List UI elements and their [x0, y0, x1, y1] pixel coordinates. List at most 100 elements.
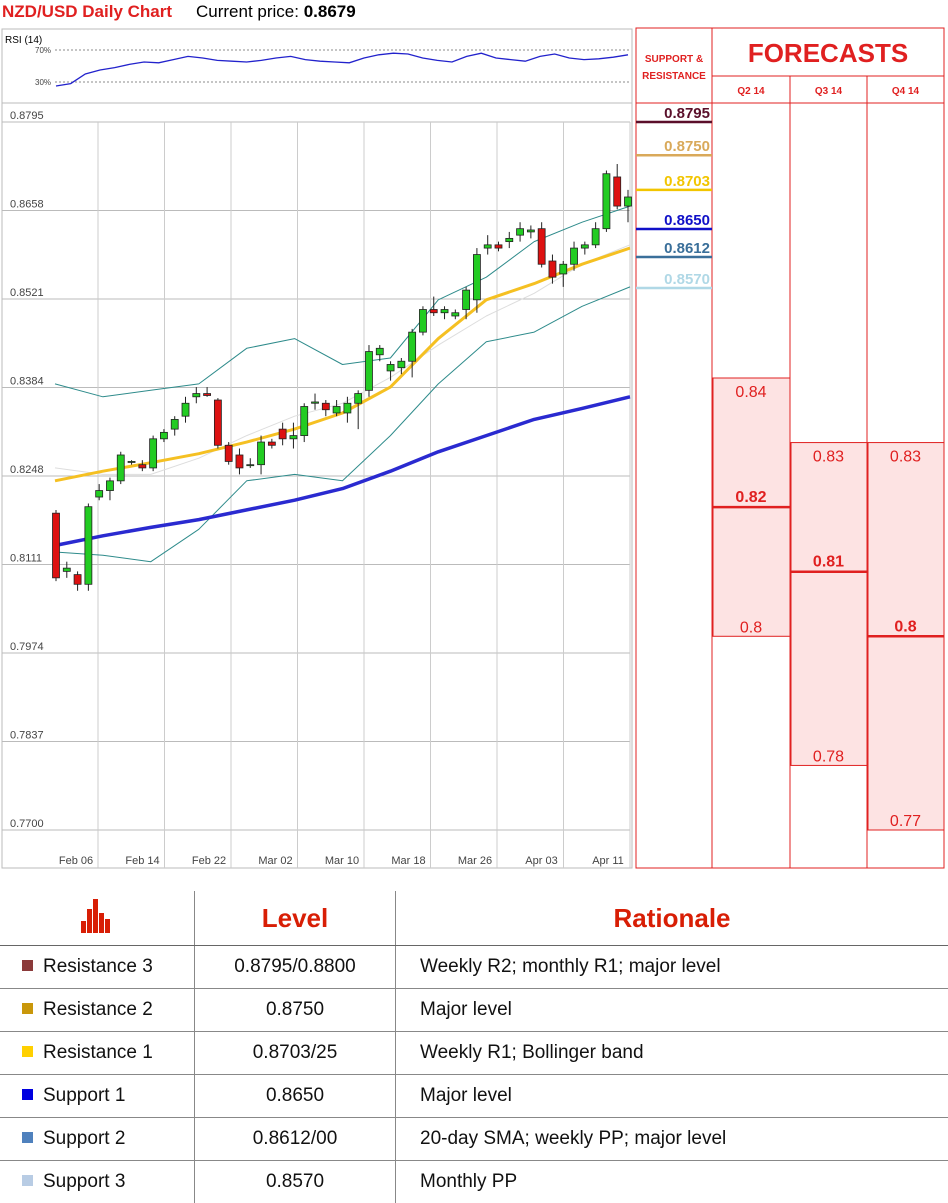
- sr-level-label: 0.8703: [664, 173, 710, 190]
- sr-level-label: 0.8795: [664, 105, 710, 122]
- forecast-column-header: Q2 14: [737, 86, 765, 97]
- candle-body: [495, 245, 502, 248]
- y-tick-label: 0.8795: [10, 110, 44, 122]
- candle-body: [517, 229, 524, 235]
- rsi-panel: RSI (14)70%30%: [2, 29, 632, 103]
- chart-title: NZD/USD Daily Chart: [2, 0, 172, 24]
- candle-body: [538, 229, 545, 265]
- candle-body: [128, 461, 135, 462]
- current-price-value: 0.8679: [304, 2, 356, 21]
- candle-body: [571, 248, 578, 264]
- rsi-title: RSI (14): [5, 35, 42, 46]
- x-tick-label: Mar 18: [391, 855, 425, 867]
- candle-body: [484, 245, 491, 248]
- candle-body: [160, 432, 167, 438]
- row-level: 0.8750: [195, 989, 396, 1032]
- x-tick-label: Feb 22: [192, 855, 226, 867]
- forecast-mid-label: 0.8: [894, 618, 916, 635]
- candle-body: [560, 264, 567, 274]
- candle-body: [171, 419, 178, 429]
- x-tick-label: Apr 03: [525, 855, 557, 867]
- y-tick-label: 0.7974: [10, 641, 44, 653]
- table-header-row: Level Rationale: [0, 891, 948, 946]
- candle-body: [247, 465, 254, 466]
- candle-body: [236, 455, 243, 468]
- row-label-cell: Support 1: [0, 1075, 195, 1118]
- candle-body: [139, 465, 146, 468]
- rationale-header: Rationale: [396, 891, 948, 946]
- candle-body: [96, 491, 103, 497]
- rsi-frame: [2, 29, 632, 103]
- sr-header-line2: RESISTANCE: [642, 71, 706, 82]
- row-rationale: Weekly R1; Bollinger band: [396, 1032, 948, 1075]
- candle-body: [225, 445, 232, 461]
- candle-body: [387, 364, 394, 370]
- sr-level-label: 0.8612: [664, 240, 710, 257]
- candle-body: [290, 436, 297, 439]
- row-label: Resistance 3: [43, 956, 153, 977]
- candle-body: [603, 174, 610, 229]
- row-level: 0.8650: [195, 1075, 396, 1118]
- bar-chart-logo-icon: [77, 895, 117, 935]
- candle-body: [85, 507, 92, 585]
- x-tick-label: Feb 06: [59, 855, 93, 867]
- candle-body: [441, 310, 448, 313]
- candle-body: [365, 352, 372, 391]
- color-swatch-icon: [22, 1046, 33, 1057]
- price-panel: 0.87950.86580.85210.83840.82480.81110.79…: [2, 103, 632, 868]
- sr-header-line1: SUPPORT &: [645, 54, 703, 65]
- current-price: Current price: 0.8679: [196, 0, 356, 24]
- forecast-mid-label: 0.82: [735, 489, 766, 506]
- row-rationale: Major level: [396, 1075, 948, 1118]
- sr-level-label: 0.8650: [664, 212, 710, 229]
- forecast-low-label: 0.8: [740, 619, 762, 636]
- row-label-cell: Support 3: [0, 1161, 195, 1203]
- row-rationale: Weekly R2; monthly R1; major level: [396, 946, 948, 989]
- candle-body: [549, 261, 556, 277]
- sr-level-label: 0.8750: [664, 138, 710, 155]
- row-level: 0.8703/25: [195, 1032, 396, 1075]
- row-level: 0.8795/0.8800: [195, 946, 396, 989]
- candle-body: [592, 229, 599, 245]
- level-header: Level: [195, 891, 396, 946]
- candle-body: [74, 575, 81, 585]
- x-tick-label: Mar 26: [458, 855, 492, 867]
- row-label-cell: Resistance 1: [0, 1032, 195, 1075]
- row-label-cell: Support 2: [0, 1118, 195, 1161]
- candle-body: [258, 442, 265, 465]
- row-rationale: Major level: [396, 989, 948, 1032]
- candle-body: [355, 394, 362, 404]
- candle-body: [117, 455, 124, 481]
- forecast-low-label: 0.77: [890, 813, 921, 830]
- chart-canvas: RSI (14)70%30% 0.87950.86580.85210.83840…: [0, 0, 948, 890]
- candle-body: [452, 313, 459, 316]
- color-swatch-icon: [22, 1175, 33, 1186]
- color-swatch-icon: [22, 960, 33, 971]
- y-tick-label: 0.7700: [10, 818, 44, 830]
- rsi-tick-label: 70%: [35, 46, 51, 55]
- row-label: Resistance 1: [43, 1042, 153, 1063]
- row-label-cell: Resistance 2: [0, 989, 195, 1032]
- x-tick-label: Apr 11: [592, 855, 624, 867]
- candle-body: [63, 568, 70, 571]
- row-label: Support 3: [43, 1171, 125, 1192]
- candle-body: [301, 406, 308, 435]
- row-level: 0.8612/00: [195, 1118, 396, 1161]
- row-level: 0.8570: [195, 1161, 396, 1203]
- price-frame: [2, 103, 632, 868]
- forecast-high-label: 0.83: [890, 449, 921, 466]
- y-tick-label: 0.8658: [10, 199, 44, 211]
- candle-body: [473, 255, 480, 300]
- candle-body: [398, 361, 405, 367]
- forecast-low-label: 0.78: [813, 748, 844, 765]
- candle-body: [376, 348, 383, 354]
- candle-body: [625, 197, 632, 206]
- forecast-high-label: 0.83: [813, 449, 844, 466]
- y-tick-label: 0.7837: [10, 730, 44, 742]
- candle-body: [182, 403, 189, 416]
